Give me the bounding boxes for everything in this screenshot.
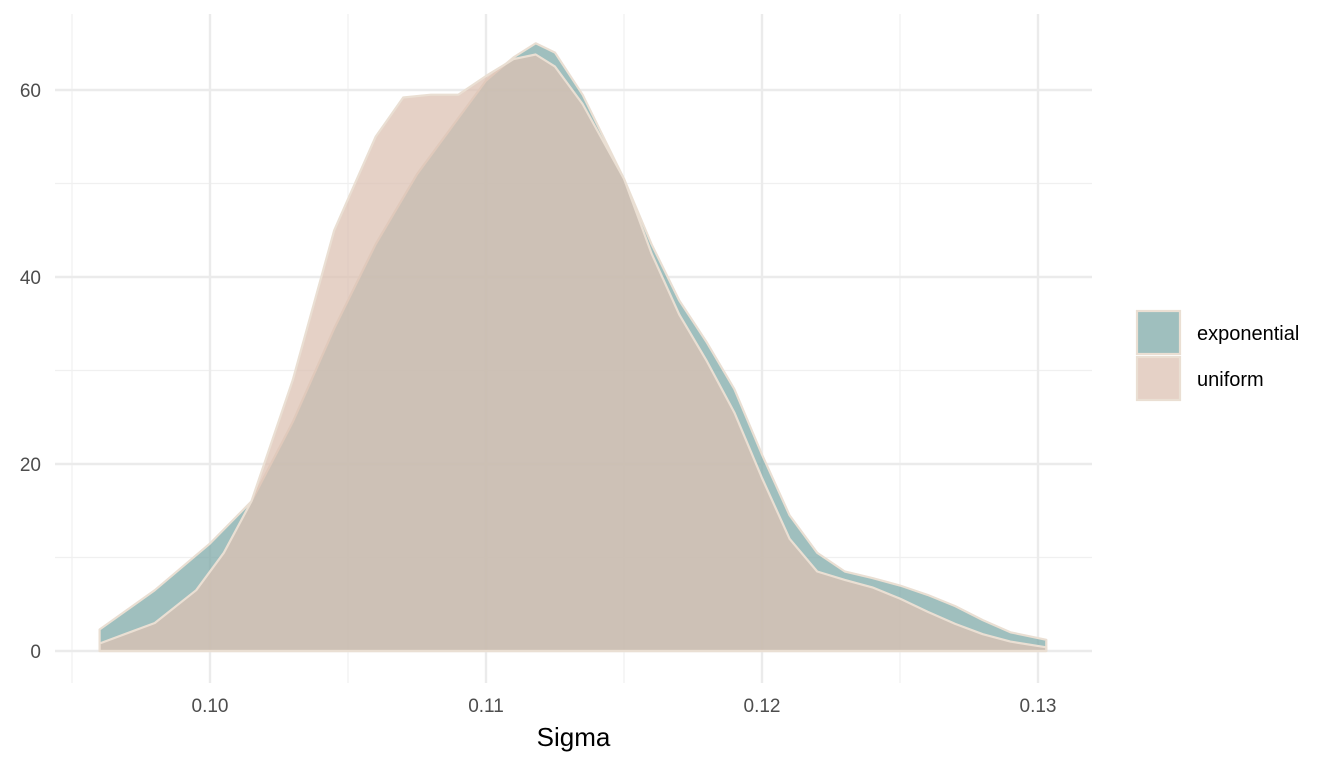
density-area-uniform (98, 53, 1048, 653)
y-tick-label: 0 (30, 642, 41, 663)
y-tick-label: 20 (20, 455, 41, 476)
legend-key-uniform (1135, 355, 1182, 402)
density-areas (98, 42, 1048, 653)
x-axis-title: Sigma (537, 722, 611, 752)
x-axis-tick-labels: 0.10 0.11 0.12 0.13 (192, 696, 1057, 717)
legend-label-exponential: exponential (1197, 323, 1299, 345)
legend: exponential uniform (1135, 309, 1299, 402)
y-tick-label: 40 (20, 268, 41, 289)
y-tick-label: 60 (20, 81, 41, 102)
x-tick-label: 0.11 (468, 696, 504, 717)
legend-label-uniform: uniform (1197, 369, 1264, 391)
x-tick-label: 0.12 (744, 696, 781, 717)
x-tick-label: 0.13 (1020, 696, 1057, 717)
y-axis-tick-labels: 0 20 40 60 (20, 81, 41, 663)
legend-key-exponential (1135, 309, 1182, 356)
x-tick-label: 0.10 (192, 696, 229, 717)
